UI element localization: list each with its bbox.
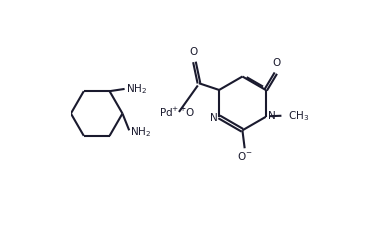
Text: O: O xyxy=(189,47,197,57)
Text: O: O xyxy=(272,58,280,68)
Text: Pd$^{++}$: Pd$^{++}$ xyxy=(160,106,187,119)
Text: NH$_2$: NH$_2$ xyxy=(126,82,147,96)
Text: $^{-}$O: $^{-}$O xyxy=(179,106,195,118)
Text: CH$_3$: CH$_3$ xyxy=(288,109,309,123)
Text: O$^{-}$: O$^{-}$ xyxy=(237,151,253,163)
Text: N: N xyxy=(268,111,275,121)
Text: NH$_2$: NH$_2$ xyxy=(130,126,151,139)
Text: N: N xyxy=(210,113,217,123)
